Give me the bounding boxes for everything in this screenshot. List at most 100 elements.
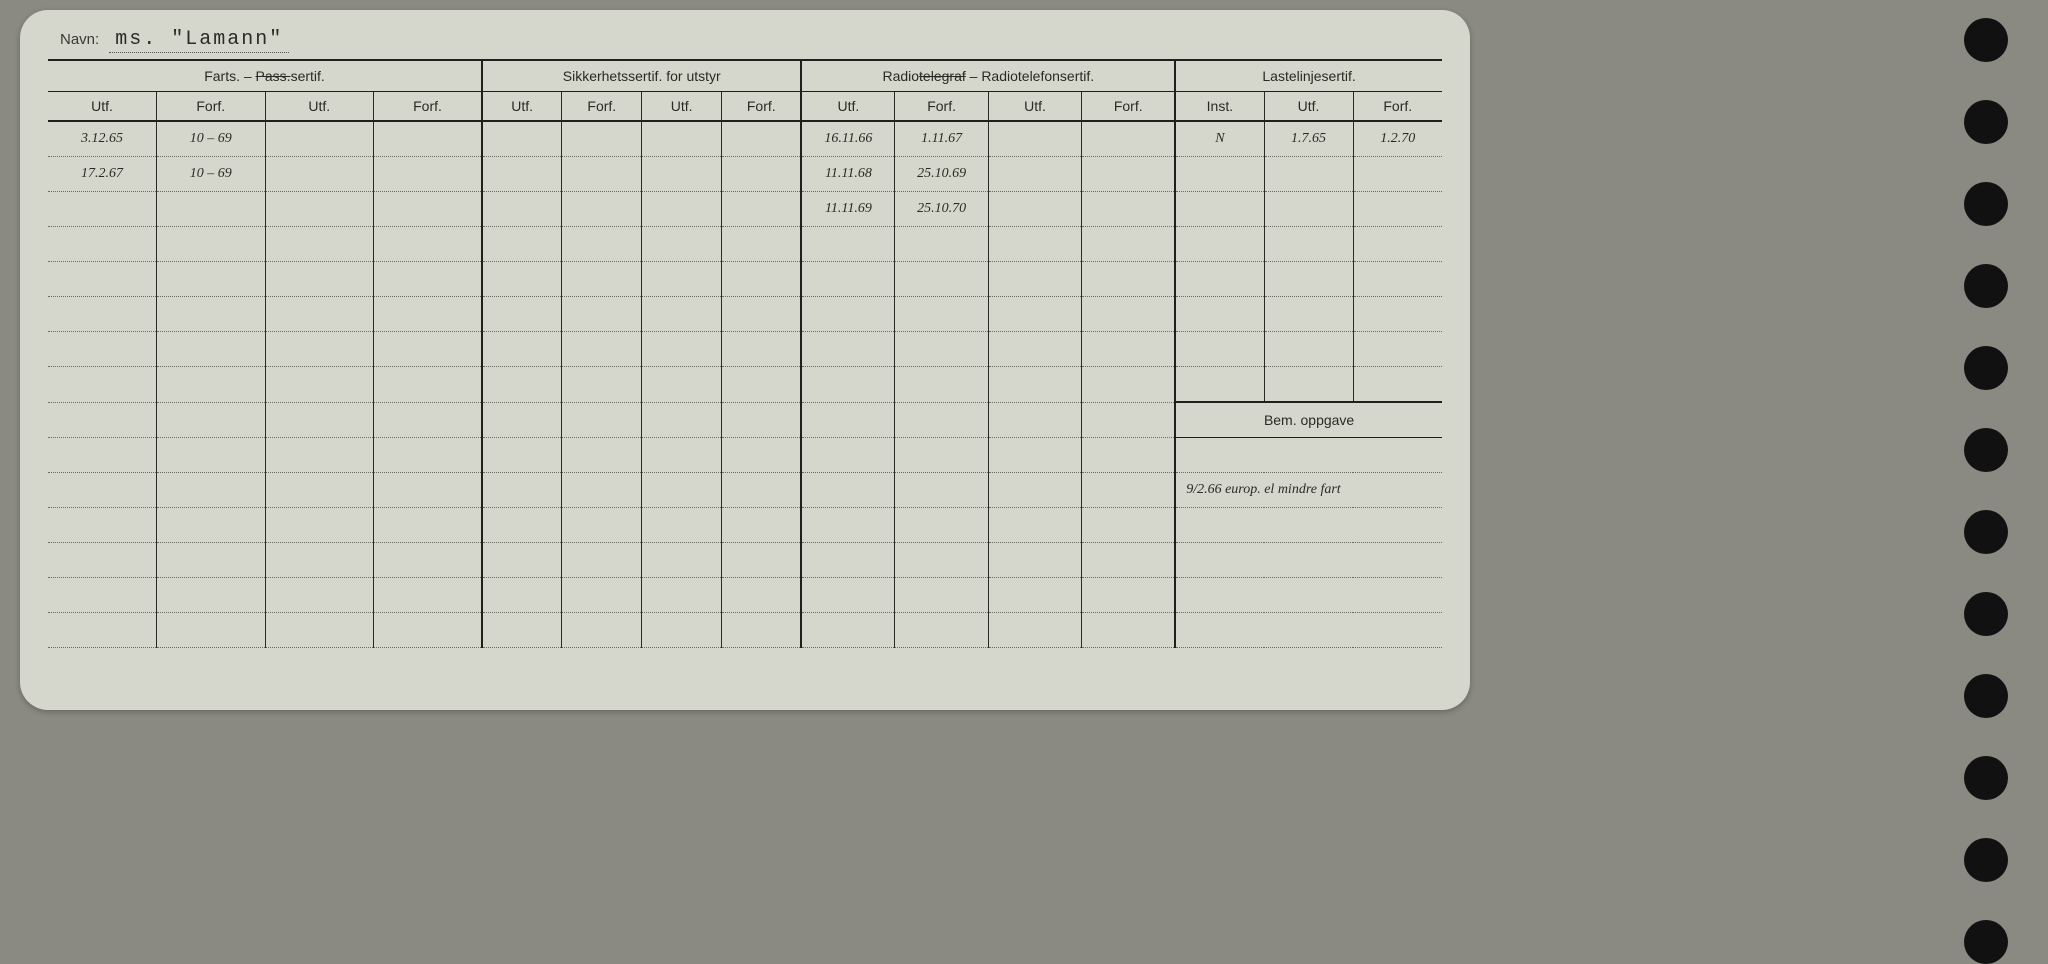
cell xyxy=(374,121,483,157)
cell: 3.12.65 xyxy=(48,121,157,157)
table-row xyxy=(48,227,1442,262)
cell xyxy=(482,612,562,647)
cell xyxy=(374,297,483,332)
cell xyxy=(988,367,1081,403)
cell xyxy=(1082,262,1175,297)
cell xyxy=(562,192,642,227)
cell xyxy=(895,332,988,367)
binder-hole xyxy=(1964,100,2008,144)
cell xyxy=(157,297,266,332)
cell xyxy=(1175,157,1264,192)
cell xyxy=(642,332,722,367)
cell xyxy=(1353,332,1442,367)
cell xyxy=(1353,367,1442,403)
cell xyxy=(1082,507,1175,542)
cell xyxy=(895,507,988,542)
cell xyxy=(1082,367,1175,403)
cell xyxy=(562,577,642,612)
cell xyxy=(482,507,562,542)
cell xyxy=(801,402,894,437)
cell xyxy=(988,297,1081,332)
bem-cell xyxy=(1175,542,1442,577)
binder-hole xyxy=(1964,838,2008,882)
cell xyxy=(988,192,1081,227)
table-row xyxy=(48,542,1442,577)
bem-cell xyxy=(1175,612,1442,647)
cell xyxy=(1082,402,1175,437)
cell xyxy=(562,262,642,297)
table-row: 9/2.66 europ. el mindre fart xyxy=(48,472,1442,507)
cell xyxy=(801,472,894,507)
col-h: Inst. xyxy=(1175,92,1264,122)
cell xyxy=(48,297,157,332)
col-h: Utf. xyxy=(1264,92,1353,122)
cell xyxy=(48,367,157,403)
cell xyxy=(48,262,157,297)
cell xyxy=(722,507,802,542)
cell xyxy=(562,507,642,542)
cell xyxy=(722,227,802,262)
cell xyxy=(374,402,483,437)
cell: N xyxy=(1175,121,1264,157)
cell xyxy=(562,437,642,472)
cell: 17.2.67 xyxy=(48,157,157,192)
cell xyxy=(801,227,894,262)
cell: 25.10.69 xyxy=(895,157,988,192)
cell xyxy=(48,472,157,507)
cell xyxy=(895,472,988,507)
binder-hole xyxy=(1964,346,2008,390)
cell xyxy=(895,437,988,472)
cell xyxy=(1082,437,1175,472)
cell xyxy=(374,542,483,577)
certificate-table: Farts. – Pass.sertif. Sikkerhetssertif. … xyxy=(48,59,1442,648)
cell xyxy=(1082,472,1175,507)
cell xyxy=(801,367,894,403)
cell xyxy=(265,227,374,262)
cell xyxy=(895,577,988,612)
cell xyxy=(265,542,374,577)
cell xyxy=(157,542,266,577)
cell xyxy=(801,507,894,542)
binder-hole xyxy=(1964,920,2008,964)
cell xyxy=(1353,192,1442,227)
bem-cell: 9/2.66 europ. el mindre fart xyxy=(1175,472,1442,507)
col-h: Utf. xyxy=(988,92,1081,122)
cell xyxy=(265,157,374,192)
col-h: Forf. xyxy=(374,92,483,122)
cell xyxy=(265,402,374,437)
cell xyxy=(642,297,722,332)
cell xyxy=(1082,542,1175,577)
cell xyxy=(482,472,562,507)
cell xyxy=(988,507,1081,542)
cell xyxy=(801,332,894,367)
cell xyxy=(48,402,157,437)
cell xyxy=(265,367,374,403)
cell xyxy=(895,612,988,647)
cell xyxy=(1082,612,1175,647)
cell: 11.11.68 xyxy=(801,157,894,192)
table-row xyxy=(48,297,1442,332)
table-row xyxy=(48,577,1442,612)
cell xyxy=(642,507,722,542)
cell xyxy=(801,262,894,297)
cell xyxy=(562,332,642,367)
cell xyxy=(722,367,802,403)
cell xyxy=(374,192,483,227)
cell xyxy=(722,262,802,297)
cell xyxy=(48,332,157,367)
cell xyxy=(642,367,722,403)
cell xyxy=(482,367,562,403)
table-row: 11.11.6925.10.70 xyxy=(48,192,1442,227)
cell xyxy=(265,472,374,507)
binder-hole xyxy=(1964,182,2008,226)
group-sikkerhet: Sikkerhetssertif. for utstyr xyxy=(482,60,801,92)
cell xyxy=(1082,332,1175,367)
cell xyxy=(48,577,157,612)
cell xyxy=(1175,192,1264,227)
navn-row: Navn: ms. "Lamann" xyxy=(48,28,1442,53)
cell xyxy=(482,297,562,332)
cell xyxy=(1175,262,1264,297)
cell xyxy=(374,507,483,542)
cell xyxy=(562,367,642,403)
cell xyxy=(265,297,374,332)
